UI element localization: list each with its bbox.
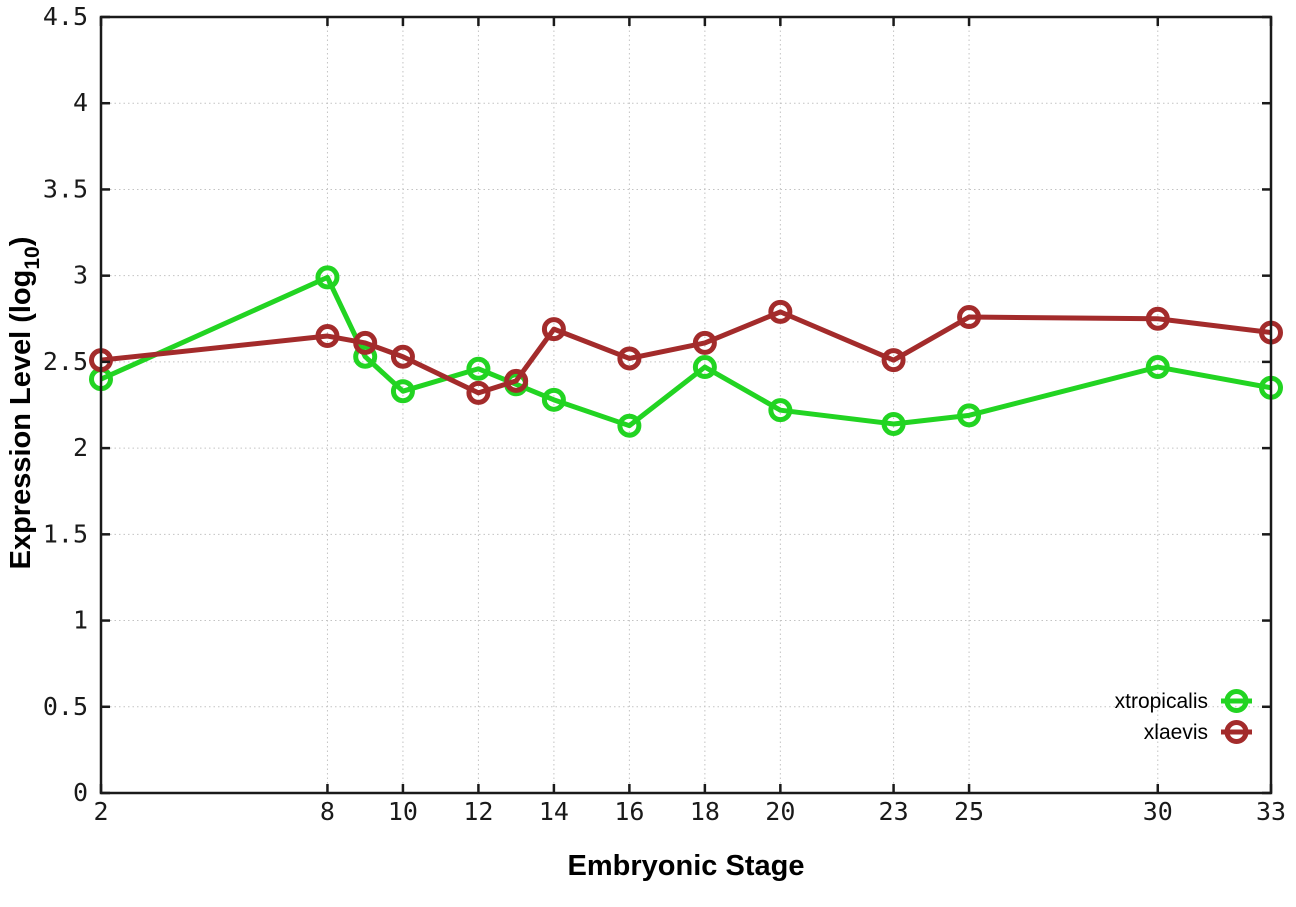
- legend-sample-xtropicalis: [1221, 689, 1252, 713]
- marker-xlaevis: [1145, 306, 1170, 331]
- x-tick-label: 18: [690, 797, 720, 826]
- y-tick-label: 2: [73, 433, 88, 462]
- x-tick-label: 20: [765, 797, 795, 826]
- y-tick-label: 3.5: [43, 174, 88, 203]
- x-tick-label: 23: [879, 797, 909, 826]
- legend-label-xlaevis: xlaevis: [1144, 721, 1208, 744]
- x-tick-label: 14: [539, 797, 569, 826]
- y-axis-title: Expression Level (log10): [5, 236, 44, 570]
- legend-sample-xlaevis: [1221, 720, 1252, 744]
- x-axis-title: Embryonic Stage: [567, 850, 805, 882]
- x-tick-label: 30: [1143, 797, 1173, 826]
- y-tick-label: 2.5: [43, 347, 88, 376]
- y-tick-label: 1.5: [43, 519, 88, 548]
- y-tick-label: 0: [73, 778, 88, 807]
- marker-xtropicalis: [466, 356, 491, 381]
- marker-xlaevis: [768, 299, 793, 324]
- series-xtropicalis: [89, 265, 1283, 438]
- marker-xlaevis: [353, 330, 378, 355]
- marker-xlaevis: [504, 368, 529, 393]
- marker-xtropicalis: [315, 265, 340, 290]
- marker-xlaevis: [315, 324, 340, 349]
- marker-xtropicalis: [617, 413, 642, 438]
- y-axis-title-end: ): [5, 236, 38, 247]
- legend-label-xtropicalis: xtropicalis: [1115, 690, 1208, 713]
- series-xlaevis: [89, 299, 1283, 405]
- x-tick-label: 33: [1256, 797, 1286, 826]
- x-tick-label: 8: [320, 797, 335, 826]
- marker-xlaevis: [617, 346, 642, 371]
- legend-sample-marker-xtropicalis: [1224, 689, 1249, 713]
- x-tick-label: 10: [388, 797, 418, 826]
- axes: [99, 15, 1273, 795]
- marker-xtropicalis: [390, 379, 415, 404]
- x-tick-label: 12: [463, 797, 493, 826]
- y-tick-label: 0.5: [43, 692, 88, 721]
- series-line-xlaevis: [100, 309, 1272, 396]
- y-axis-title-subscript: 10: [20, 246, 44, 270]
- marker-xlaevis: [957, 305, 982, 330]
- marker-xtropicalis: [353, 344, 378, 369]
- plot-border: [99, 15, 1273, 795]
- x-tick-label: 2: [93, 797, 108, 826]
- y-tick-label: 4.5: [43, 2, 88, 31]
- marker-xtropicalis: [881, 411, 906, 436]
- y-tick-label: 4: [73, 88, 88, 117]
- marker-xtropicalis: [1145, 355, 1170, 380]
- series-line-xtropicalis: [99, 274, 1272, 429]
- marker-xtropicalis: [692, 355, 717, 380]
- marker-xtropicalis: [957, 403, 982, 428]
- legend: xtropicalis xlaevis: [1115, 689, 1252, 744]
- marker-xlaevis: [390, 344, 415, 369]
- y-tick-label: 3: [73, 261, 88, 290]
- marker-xlaevis: [881, 348, 906, 373]
- y-axis-title-main: Expression Level (log: [5, 269, 38, 570]
- grid: [100, 16, 1272, 794]
- y-tick-label: 1: [73, 606, 88, 635]
- marker-xtropicalis: [541, 387, 566, 412]
- legend-sample-marker-xlaevis: [1224, 720, 1249, 744]
- x-tick-label: 25: [954, 797, 984, 826]
- marker-xlaevis: [541, 317, 566, 342]
- marker-xlaevis: [692, 330, 717, 355]
- marker-xtropicalis: [768, 398, 793, 423]
- x-tick-label: 16: [614, 797, 644, 826]
- tick-labels: 2 8 10 12 14 16 18 20 23 25 30 33 0 0.5 1 1.5 2 2.5 3 3.5 4 4…: [43, 2, 1286, 826]
- marker-xlaevis: [466, 380, 491, 405]
